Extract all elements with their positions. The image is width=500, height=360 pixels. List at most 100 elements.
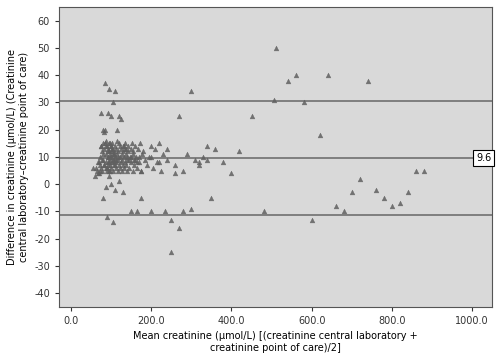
Point bbox=[105, 168, 113, 174]
Point bbox=[103, 214, 111, 220]
Point bbox=[156, 140, 164, 146]
Point bbox=[364, 78, 372, 84]
Point bbox=[117, 116, 125, 122]
Y-axis label: Difference in creatinine (μmol/L) (Creatinine
central laboratory–creatinine poin: Difference in creatinine (μmol/L) (Creat… bbox=[7, 49, 28, 265]
Point bbox=[121, 140, 129, 146]
Point bbox=[96, 162, 104, 168]
Point bbox=[196, 162, 203, 168]
Point bbox=[94, 159, 102, 165]
Point bbox=[172, 162, 179, 168]
Point bbox=[115, 162, 123, 168]
Point bbox=[164, 146, 172, 152]
Point bbox=[113, 127, 121, 132]
Point bbox=[101, 127, 109, 132]
Point bbox=[412, 168, 420, 174]
Point bbox=[124, 143, 132, 149]
Point bbox=[127, 159, 135, 165]
Point bbox=[129, 168, 137, 174]
Point bbox=[114, 157, 122, 162]
Point bbox=[92, 165, 100, 171]
Point bbox=[158, 168, 166, 174]
Point bbox=[356, 176, 364, 181]
X-axis label: Mean creatinine (μmol/L) [(creatinine central laboratory +
creatinine point of c: Mean creatinine (μmol/L) [(creatinine ce… bbox=[134, 332, 418, 353]
Point bbox=[135, 159, 143, 165]
Point bbox=[204, 157, 212, 162]
Point bbox=[96, 168, 104, 174]
Point bbox=[102, 168, 110, 174]
Point bbox=[236, 149, 244, 154]
Point bbox=[98, 151, 106, 157]
Point bbox=[108, 168, 116, 174]
Point bbox=[204, 143, 212, 149]
Point bbox=[308, 217, 316, 222]
Point bbox=[102, 138, 110, 143]
Point bbox=[212, 146, 220, 152]
Point bbox=[150, 165, 158, 171]
Point bbox=[112, 157, 120, 162]
Point bbox=[125, 165, 133, 171]
Point bbox=[98, 168, 106, 174]
Point bbox=[110, 151, 118, 157]
Point bbox=[172, 170, 179, 176]
Point bbox=[200, 154, 207, 160]
Point bbox=[147, 154, 155, 160]
Point bbox=[292, 72, 300, 78]
Point bbox=[133, 208, 141, 214]
Point bbox=[124, 149, 132, 154]
Point bbox=[127, 146, 135, 152]
Point bbox=[103, 165, 111, 171]
Point bbox=[110, 157, 118, 162]
Point bbox=[127, 208, 135, 214]
Point bbox=[112, 159, 120, 165]
Point bbox=[131, 157, 139, 162]
Point bbox=[106, 140, 114, 146]
Point bbox=[120, 165, 128, 171]
Point bbox=[112, 146, 120, 152]
Point bbox=[220, 159, 228, 165]
Point bbox=[164, 157, 172, 162]
Point bbox=[104, 159, 112, 165]
Point bbox=[123, 168, 131, 174]
Point bbox=[120, 154, 128, 160]
Point bbox=[105, 86, 113, 92]
Point bbox=[97, 165, 105, 171]
Point bbox=[104, 111, 112, 116]
Point bbox=[131, 143, 139, 149]
Point bbox=[100, 162, 108, 168]
Point bbox=[104, 149, 112, 154]
Point bbox=[101, 140, 109, 146]
Point bbox=[147, 143, 155, 149]
Point bbox=[104, 162, 112, 168]
Point bbox=[110, 162, 118, 168]
Point bbox=[138, 151, 146, 157]
Point bbox=[114, 168, 122, 174]
Point bbox=[228, 170, 235, 176]
Point bbox=[160, 151, 168, 157]
Point bbox=[107, 113, 115, 119]
Point bbox=[118, 151, 126, 157]
Point bbox=[119, 189, 127, 195]
Point bbox=[168, 217, 175, 222]
Point bbox=[106, 143, 114, 149]
Point bbox=[108, 157, 116, 162]
Point bbox=[102, 143, 110, 149]
Point bbox=[119, 149, 127, 154]
Point bbox=[122, 146, 130, 152]
Point bbox=[136, 140, 144, 146]
Point bbox=[107, 154, 115, 160]
Point bbox=[176, 113, 184, 119]
Point bbox=[106, 168, 114, 174]
Point bbox=[130, 162, 138, 168]
Point bbox=[104, 146, 112, 152]
Point bbox=[180, 208, 188, 214]
Point bbox=[108, 140, 116, 146]
Point bbox=[99, 195, 107, 201]
Point bbox=[176, 225, 184, 231]
Point bbox=[396, 201, 404, 206]
Point bbox=[94, 170, 102, 176]
Point bbox=[154, 159, 162, 165]
Point bbox=[108, 159, 116, 165]
Point bbox=[103, 143, 111, 149]
Point bbox=[103, 165, 111, 171]
Point bbox=[108, 146, 116, 152]
